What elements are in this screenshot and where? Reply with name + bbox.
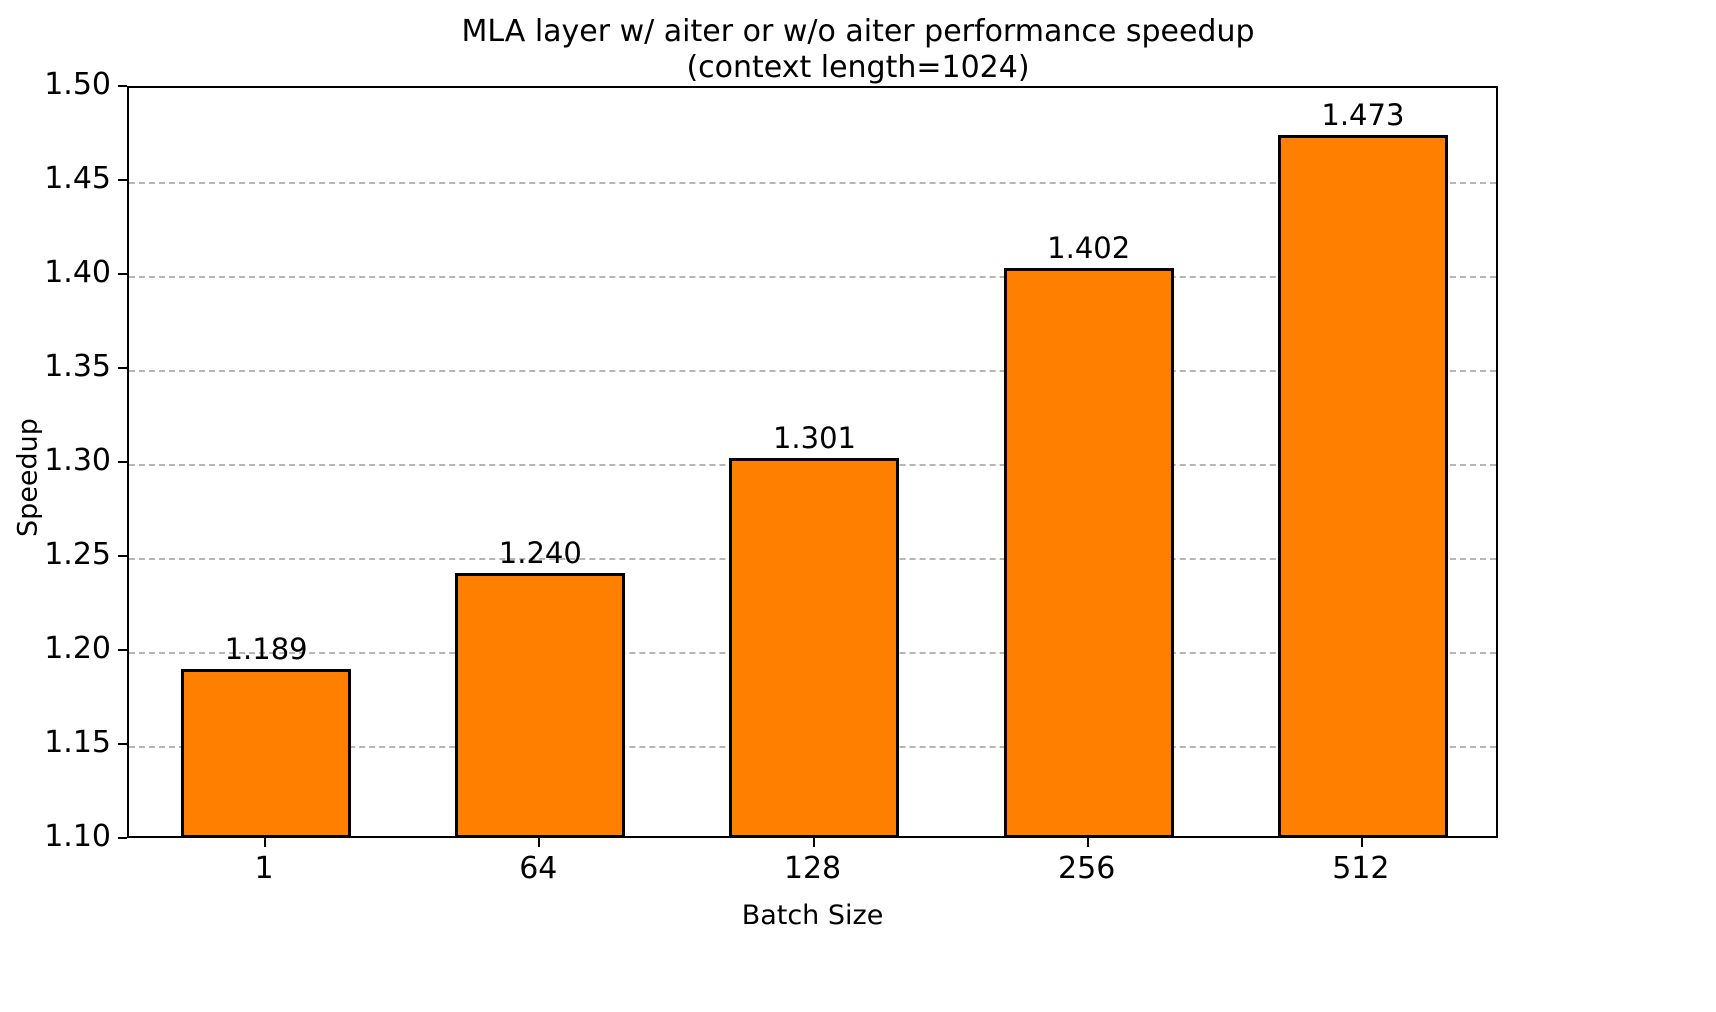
bar[interactable] [1277,134,1448,838]
gridline [129,276,1496,278]
bar-group[interactable]: 1.240 [455,88,626,838]
x-tick-mark [812,838,815,847]
x-tick-mark [1360,838,1363,847]
y-tick-mark [118,743,127,745]
y-tick-mark [118,179,127,181]
x-tick-label: 512 [1332,851,1390,886]
y-tick-label: 1.50 [44,67,111,102]
bar-group[interactable]: 1.189 [181,88,352,838]
bar[interactable] [455,572,626,838]
gridline [129,182,1496,184]
plot-area: 1.189 1.240 1.301 1.402 1.473 [127,86,1498,838]
bar-group[interactable]: 1.402 [1003,88,1174,838]
bar[interactable] [181,668,352,838]
y-axis-label: Speedup [12,418,44,537]
y-tick-mark [118,367,127,369]
bar-value-label: 1.240 [498,535,582,570]
y-tick-label: 1.20 [44,631,111,666]
y-axis-ticks: 1.10 1.15 1.20 1.25 1.30 1.35 1.40 1.45 1.50 [0,68,127,854]
y-tick-mark [118,555,127,557]
x-tick-label: 1 [254,851,274,886]
y-tick-label: 1.40 [44,255,111,290]
y-tick-label: 1.35 [44,349,111,384]
bar-value-label: 1.189 [224,631,308,666]
y-tick-mark [118,461,127,463]
x-tick-mark [264,838,267,847]
x-axis-ticks: 1 64 128 256 512 [127,838,1498,908]
x-tick-mark [538,838,541,847]
bar-value-label: 1.402 [1047,231,1131,266]
y-tick-label: 1.25 [44,537,111,572]
y-tick-mark [118,649,127,651]
y-tick-mark [118,837,127,839]
y-tick-mark [118,273,127,275]
x-tick-label: 128 [783,851,842,886]
bar-group[interactable]: 1.301 [729,88,900,838]
chart-title-line-1: MLA layer w/ aiter or w/o aiter performa… [461,14,1255,49]
y-tick-label: 1.30 [44,443,111,478]
x-axis-label: Batch Size [741,900,884,931]
x-tick-mark [1086,838,1089,847]
bar-series: 1.189 1.240 1.301 1.402 1.473 [129,88,1496,838]
bar-value-label: 1.473 [1321,97,1405,132]
y-tick-label: 1.45 [44,161,111,196]
chart-title-subtitle: (context length=1024) [686,50,1030,85]
bar-group[interactable]: 1.473 [1277,88,1448,838]
gridline [129,370,1496,372]
x-tick-label: 64 [519,851,558,886]
bar-value-label: 1.301 [772,421,856,456]
y-tick-label: 1.10 [44,819,111,854]
y-tick-mark [118,85,127,87]
chart-title: MLA layer w/ aiter or w/o aiter performa… [0,14,1716,86]
bar[interactable] [1003,268,1174,838]
bar[interactable] [729,458,900,838]
y-tick-label: 1.15 [44,725,111,760]
x-tick-label: 256 [1058,851,1116,886]
